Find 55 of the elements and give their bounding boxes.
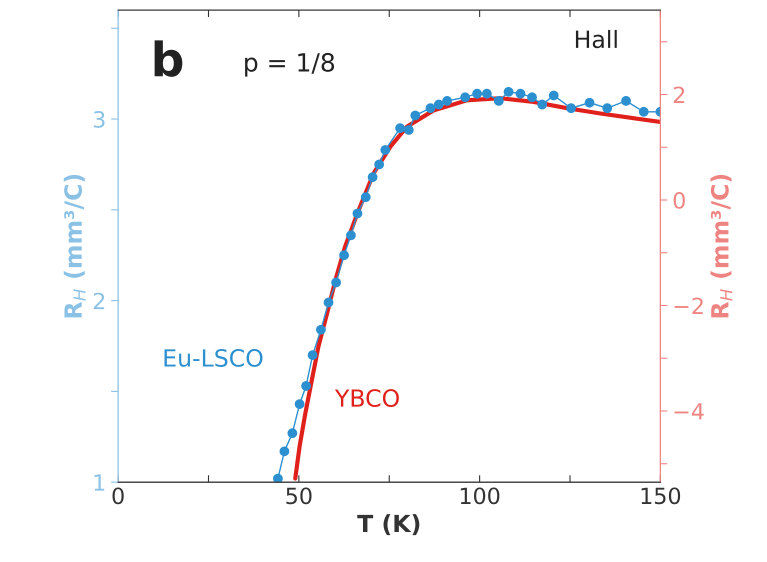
point <box>460 92 470 102</box>
point <box>566 103 576 114</box>
annotation: b <box>154 40 182 77</box>
point <box>548 90 559 100</box>
point <box>527 92 537 102</box>
point <box>346 230 356 240</box>
point <box>374 160 384 170</box>
y2-axis-title: R$_{H}$ (mm³/C) <box>710 174 732 318</box>
y-tick-label: 3 <box>94 111 105 128</box>
point <box>584 98 594 108</box>
point <box>273 474 283 482</box>
point <box>280 446 290 456</box>
point <box>426 103 436 114</box>
point <box>537 100 548 110</box>
point <box>442 96 452 106</box>
y2-tick-label: 0 <box>674 192 685 209</box>
point <box>504 86 514 97</box>
point <box>516 88 526 98</box>
point <box>638 106 649 117</box>
point <box>494 96 504 106</box>
point <box>294 399 304 409</box>
point <box>482 88 492 98</box>
annotation: Hall <box>576 30 617 48</box>
x-axis-title: T (K) <box>357 514 420 536</box>
point <box>404 125 414 135</box>
point <box>288 428 298 438</box>
point <box>339 250 349 260</box>
point <box>395 123 405 133</box>
point <box>621 96 631 106</box>
annotation: p = 1/8 <box>245 52 334 77</box>
y-tick-label: 2 <box>94 292 104 310</box>
x-tick-label: 150 <box>642 487 680 504</box>
point <box>368 172 378 182</box>
x-tick-label: 100 <box>460 487 500 504</box>
point <box>308 350 318 360</box>
y2-tick-label: −4 <box>674 403 704 420</box>
point <box>602 103 612 114</box>
point <box>410 110 420 120</box>
point <box>331 278 341 288</box>
point <box>472 88 482 98</box>
y2-tick-label: −2 <box>674 297 703 314</box>
series-label: Eu-LSCO <box>164 349 262 367</box>
point <box>301 381 311 391</box>
x-tick-label: 0 <box>112 487 124 504</box>
point <box>316 324 326 335</box>
point <box>434 100 444 110</box>
point <box>380 145 390 155</box>
y-tick-label: 1 <box>94 474 104 491</box>
series-label: YBCO <box>334 389 399 407</box>
point <box>360 192 371 202</box>
point <box>324 298 334 308</box>
point <box>352 208 362 218</box>
x-tick-label: 50 <box>286 487 312 504</box>
y-axis-title: R$_{H}$ (mm³/C) <box>64 174 86 318</box>
y2-tick-label: 2 <box>674 86 684 103</box>
